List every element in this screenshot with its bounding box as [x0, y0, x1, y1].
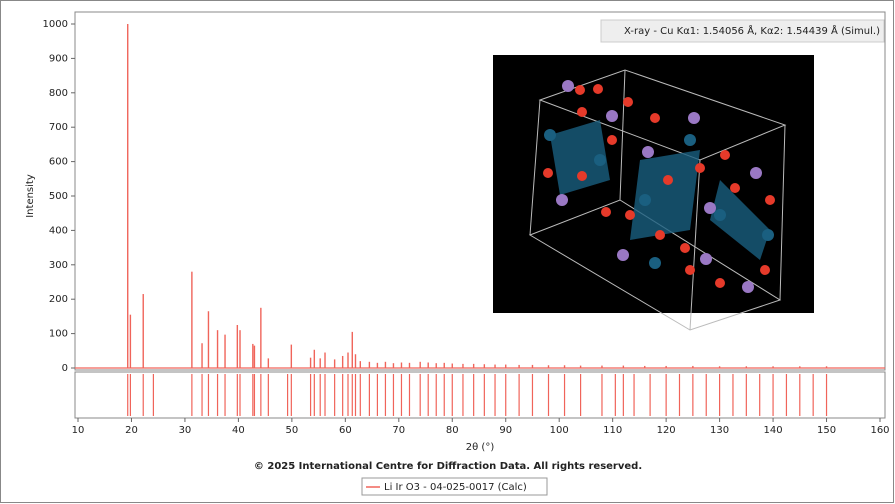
- footer: © 2025 International Centre for Diffract…: [254, 461, 642, 472]
- y-tick-label: 100: [49, 329, 68, 340]
- x-tick-label: 120: [657, 425, 676, 436]
- legend-label: Li Ir O3 - 04-025-0017 (Calc): [384, 482, 527, 493]
- x-tick-label: 60: [339, 425, 352, 436]
- subtitle: X-ray - Cu Kα1: 1.54056 Å, Kα2: 1.54439 …: [624, 24, 880, 37]
- x-tick-label: 70: [392, 425, 405, 436]
- x-tick-label: 20: [125, 425, 138, 436]
- y-tick-label: 200: [49, 294, 68, 305]
- x-tick-label: 30: [179, 425, 192, 436]
- y-tick-label: 600: [49, 157, 68, 168]
- x-tick-label: 140: [764, 425, 783, 436]
- legend-box: [361, 477, 548, 496]
- reflection-frame: [74, 371, 886, 419]
- y-axis-label: Intensity: [25, 174, 36, 218]
- y-tick-label: 400: [49, 225, 68, 236]
- subtitle-box: [600, 19, 885, 43]
- y-tick-label: 1000: [43, 19, 68, 30]
- y-tick-label: 500: [49, 191, 68, 202]
- structure-inset: [493, 55, 814, 331]
- x-tick-label: 130: [710, 425, 729, 436]
- x-tick-label: 110: [603, 425, 622, 436]
- x-axis-label: 2θ (°): [466, 442, 495, 453]
- x-tick-label: 90: [499, 425, 512, 436]
- y-tick-label: 800: [49, 88, 68, 99]
- x-tick-label: 160: [870, 425, 889, 436]
- y-tick-label: 700: [49, 122, 68, 133]
- y-tick-label: 0: [62, 363, 68, 374]
- x-tick-label: 80: [446, 425, 459, 436]
- x-tick-label: 10: [72, 425, 85, 436]
- x-tick-label: 50: [285, 425, 298, 436]
- y-tick-label: 900: [49, 53, 68, 64]
- x-tick-label: 40: [232, 425, 245, 436]
- x-tick-label: 150: [817, 425, 836, 436]
- y-tick-label: 300: [49, 260, 68, 271]
- x-tick-label: 100: [550, 425, 569, 436]
